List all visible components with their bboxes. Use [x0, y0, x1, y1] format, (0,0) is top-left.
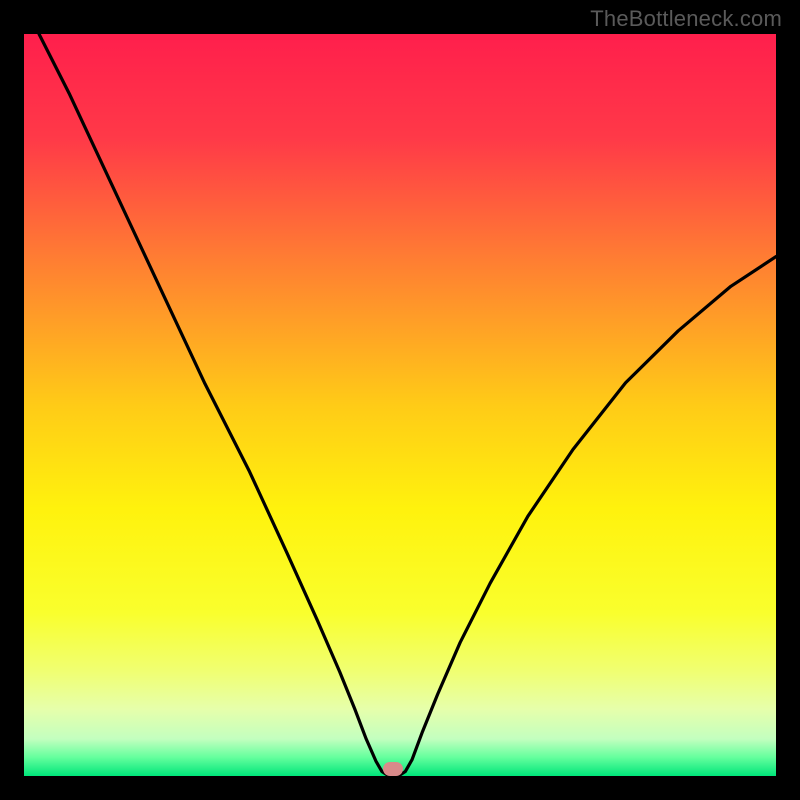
- plot-area: [24, 34, 776, 776]
- bottleneck-curve: [39, 34, 776, 775]
- minimum-marker: [383, 762, 403, 776]
- chart-frame: TheBottleneck.com: [0, 0, 800, 800]
- watermark-text: TheBottleneck.com: [590, 6, 782, 32]
- curve-svg: [24, 34, 776, 776]
